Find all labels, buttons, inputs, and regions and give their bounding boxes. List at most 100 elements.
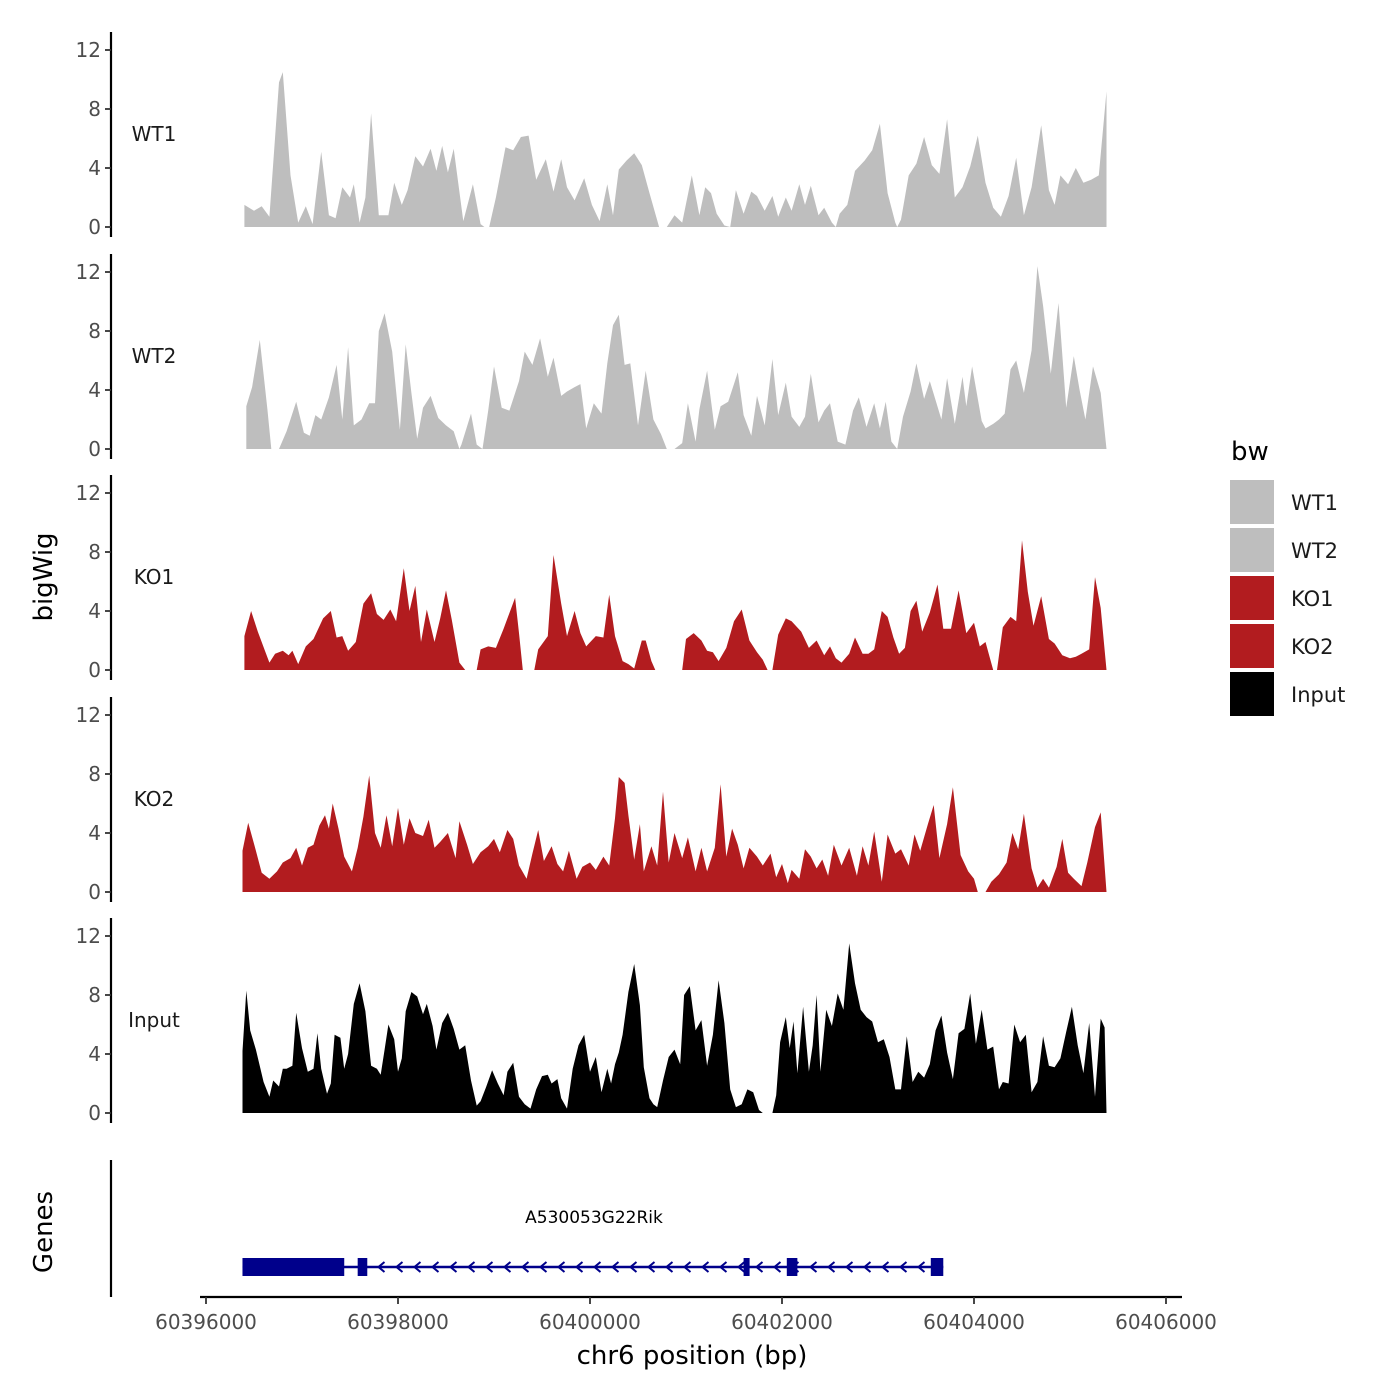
y-tick-label: 4 <box>88 1042 101 1066</box>
legend-label: KO1 <box>1291 587 1334 611</box>
bigwig-tracks: 0 4 8 12 WT1 0 4 8 12 WT2 0 4 8 12 KO1 0 4 8 12 KO2 0 4 8 12 Inp… <box>76 32 1107 1125</box>
y-tick-label: 0 <box>88 1101 101 1125</box>
strand-arrow <box>628 1261 638 1273</box>
coverage-area-wt1 <box>244 72 1107 227</box>
y-tick-label: 4 <box>88 599 101 623</box>
legend-item-wt1: WT1 <box>1230 480 1338 524</box>
x-tick-label: 60406000 <box>1115 1310 1217 1334</box>
legend-label: WT2 <box>1291 539 1338 563</box>
track-label-wt1: WT1 <box>132 122 177 146</box>
track-label-ko2: KO2 <box>134 787 175 811</box>
gene-exon <box>743 1258 750 1276</box>
gene-exon <box>786 1258 798 1276</box>
strand-arrow <box>520 1261 530 1273</box>
legend-swatch <box>1230 528 1274 572</box>
track-label-input: Input <box>128 1008 180 1032</box>
gene-exon <box>242 1258 345 1276</box>
legend-swatch <box>1230 480 1274 524</box>
strand-arrow <box>700 1261 710 1273</box>
strand-arrow <box>682 1261 692 1273</box>
strand-arrow <box>646 1261 656 1273</box>
y-tick-label: 0 <box>88 658 101 682</box>
track-label-ko1: KO1 <box>134 565 175 589</box>
strand-arrow <box>808 1261 818 1273</box>
strand-arrow <box>394 1261 404 1273</box>
y-tick-label: 12 <box>76 703 101 727</box>
track-wt1: 0 4 8 12 WT1 <box>76 32 1107 239</box>
strand-arrow <box>466 1261 476 1273</box>
legend-title: bw <box>1231 437 1269 467</box>
legend-item-input: Input <box>1230 672 1345 716</box>
y-tick-label: 12 <box>76 481 101 505</box>
y-tick-label: 0 <box>88 880 101 904</box>
strand-arrow <box>538 1261 548 1273</box>
coverage-area-ko1 <box>244 540 1107 670</box>
strand-arrow <box>754 1261 764 1273</box>
strand-arrow <box>898 1261 908 1273</box>
legend-swatch <box>1230 672 1274 716</box>
strand-arrow <box>430 1261 440 1273</box>
strand-arrow <box>844 1261 854 1273</box>
strand-arrow <box>412 1261 422 1273</box>
coverage-area-input <box>242 943 1107 1113</box>
x-axis-title: chr6 position (bp) <box>577 1341 808 1371</box>
x-axis: 60396000 60398000 60400000 60402000 60404000… <box>155 1295 1217 1334</box>
strand-arrow <box>574 1261 584 1273</box>
y-tick-label: 4 <box>88 378 101 402</box>
strand-arrow <box>880 1261 890 1273</box>
gene-track-title: Genes <box>29 1191 59 1273</box>
strand-arrow <box>448 1261 458 1273</box>
y-tick-label: 8 <box>88 97 101 121</box>
gene-name-label: A530053G22Rik <box>525 1208 663 1228</box>
y-tick-label: 8 <box>88 983 101 1007</box>
strand-arrow <box>502 1261 512 1273</box>
coverage-area-ko2 <box>242 775 1107 892</box>
strand-arrow <box>610 1261 620 1273</box>
legend-item-ko2: KO2 <box>1230 624 1334 668</box>
y-tick-label: 8 <box>88 540 101 564</box>
strand-arrow <box>376 1261 386 1273</box>
strand-arrow <box>718 1261 728 1273</box>
x-tick-label: 60396000 <box>155 1310 257 1334</box>
strand-arrow <box>592 1261 602 1273</box>
y-tick-label: 0 <box>88 437 101 461</box>
track-ko1: 0 4 8 12 KO1 <box>76 475 1107 682</box>
strand-arrow <box>484 1261 494 1273</box>
x-tick-label: 60404000 <box>923 1310 1025 1334</box>
x-tick-label: 60402000 <box>731 1310 833 1334</box>
legend-label: WT1 <box>1291 491 1338 515</box>
track-wt2: 0 4 8 12 WT2 <box>76 254 1107 461</box>
x-tick-label: 60400000 <box>539 1310 641 1334</box>
legend-swatch <box>1230 576 1274 620</box>
track-input: 0 4 8 12 Input <box>76 918 1107 1125</box>
gene-exon <box>930 1258 944 1276</box>
legend-label: KO2 <box>1291 635 1334 659</box>
gene-exon <box>357 1258 368 1276</box>
track-label-wt2: WT2 <box>132 344 177 368</box>
y-tick-label: 0 <box>88 215 101 239</box>
y-tick-label: 12 <box>76 38 101 62</box>
track-ko2: 0 4 8 12 KO2 <box>76 697 1107 904</box>
legend-label: Input <box>1291 683 1345 707</box>
strand-arrow <box>664 1261 674 1273</box>
strand-arrow <box>916 1261 926 1273</box>
legend: bw WT1 WT2 KO1 KO2 Input <box>1230 437 1345 716</box>
coverage-area-wt2 <box>246 266 1107 449</box>
y-tick-label: 12 <box>76 260 101 284</box>
strand-arrow <box>826 1261 836 1273</box>
legend-item-ko1: KO1 <box>1230 576 1334 620</box>
y-tick-label: 8 <box>88 319 101 343</box>
strand-arrow <box>772 1261 782 1273</box>
y-tick-label: 4 <box>88 821 101 845</box>
y-tick-label: 12 <box>76 924 101 948</box>
legend-item-wt2: WT2 <box>1230 528 1338 572</box>
legend-swatch <box>1230 624 1274 668</box>
strand-arrow <box>862 1261 872 1273</box>
x-tick-label: 60398000 <box>347 1310 449 1334</box>
gene-track: A530053G22Rik <box>109 1160 944 1297</box>
y-axis-title: bigWig <box>29 532 59 621</box>
y-tick-label: 4 <box>88 156 101 180</box>
strand-arrow <box>556 1261 566 1273</box>
y-tick-label: 8 <box>88 762 101 786</box>
